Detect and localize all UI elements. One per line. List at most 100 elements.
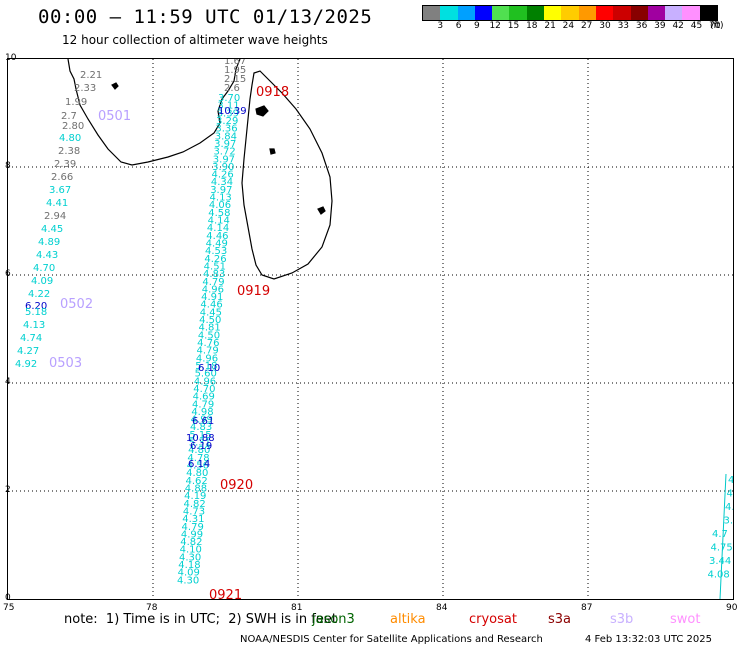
x-tick-75: 75 xyxy=(3,603,15,613)
track-center-label: 3.36 xyxy=(215,124,237,135)
track-center-label: 4.53 xyxy=(205,246,227,257)
y-tick-4: 4 xyxy=(5,377,11,387)
track-center-label: 4.79 xyxy=(192,399,214,410)
track-center-label: 4.50 xyxy=(199,315,221,326)
track-center-label: 4.50 xyxy=(198,330,220,341)
track-center-label: 4.30 xyxy=(179,552,201,563)
track-center-label: 3.97 xyxy=(214,139,236,150)
scale-label: 9 xyxy=(474,21,480,31)
x-tick-87: 87 xyxy=(581,603,593,613)
track-center-label: 4.19 xyxy=(184,491,206,502)
track-center-label: 3.39 xyxy=(217,108,239,119)
scale-swatch xyxy=(457,6,475,20)
track-center-label: 4.96 xyxy=(202,284,224,295)
track-center-label: 10.88 xyxy=(186,433,215,444)
track-west-label: 2.66 xyxy=(51,172,73,183)
scale-label: 24 xyxy=(562,21,575,31)
track-center-label: 4.80 xyxy=(186,468,208,479)
scale-label: 18 xyxy=(526,21,538,31)
scale-swatch xyxy=(423,6,441,20)
track-center-label: 3.29 xyxy=(216,116,238,127)
track-center-label: 4.91 xyxy=(201,292,223,303)
island-small-4 xyxy=(255,105,269,117)
track-center-label: 4.79 xyxy=(182,522,204,533)
track-east-label: 4.3 xyxy=(728,475,733,486)
track-center-label: 4.81 xyxy=(198,323,220,334)
x-tick-84: 84 xyxy=(436,603,448,613)
scale-label: 6 xyxy=(455,21,462,31)
track-west-label: 4.09 xyxy=(31,276,53,287)
scale-swatch xyxy=(561,6,579,20)
island-small-3 xyxy=(317,206,326,215)
track-center-label: 4.34 xyxy=(211,177,233,188)
track-west-label: 4.13 xyxy=(23,320,45,331)
track-center-label: 5.15 xyxy=(189,430,211,441)
track-east-label: 4.75 xyxy=(711,543,733,554)
track-center-label: 4.99 xyxy=(191,415,213,426)
track-west-label: 2.39 xyxy=(54,159,76,170)
track-center-label: 4.58 xyxy=(208,208,230,219)
track-center-label: 1.67 xyxy=(224,59,246,67)
track-center-label: 5.60 xyxy=(195,369,217,380)
track-east-label: 4.4 xyxy=(727,489,734,500)
sat-s3b: s3b xyxy=(610,612,634,627)
footer-credit: NOAA/NESDIS Center for Satellite Applica… xyxy=(240,634,543,645)
track-west-label: 2.80 xyxy=(62,121,84,132)
scale-label: 36 xyxy=(635,21,648,31)
scale-swatch xyxy=(682,6,700,20)
footer-note: note: 1) Time is in UTC; 2) SWH is in fe… xyxy=(64,612,337,627)
track-center-label: 5.18 xyxy=(195,361,217,372)
track-west-label: 4.27 xyxy=(17,346,39,357)
x-tick-81: 81 xyxy=(291,603,303,613)
track-center-label: 4.88 xyxy=(185,483,207,494)
track-center-label: 4.96 xyxy=(194,376,216,387)
india-coastline xyxy=(67,59,241,166)
track-center-label: 4.26 xyxy=(204,254,226,265)
track-west-label: 4.22 xyxy=(28,289,50,300)
track-center-label: 3.97 xyxy=(210,185,232,196)
track-center-label: 10.39 xyxy=(218,106,247,117)
pass-label-0503: 0503 xyxy=(49,356,82,371)
scale-swatch xyxy=(440,6,458,20)
pass-label-0918: 0918 xyxy=(256,85,289,100)
color-scale-bar xyxy=(422,5,719,21)
track-west-label: 2.7 xyxy=(61,111,77,122)
track-center-label: 4.98 xyxy=(191,407,213,418)
track-center-label: 2.15 xyxy=(224,74,246,85)
track-east-label: 4.08 xyxy=(708,570,730,581)
track-center-label: 4.82 xyxy=(180,537,202,548)
track-center-label: 4.13 xyxy=(210,193,232,204)
y-tick-8: 8 xyxy=(5,161,11,171)
track-center-label: 4.73 xyxy=(183,506,205,517)
wave-height-labels: 2.212.331.992.72.804.802.382.392.663.674… xyxy=(15,59,733,599)
chart-subtitle: 12 hour collection of altimeter wave hei… xyxy=(62,33,328,47)
track-center-label: 3.72 xyxy=(213,147,235,158)
track-center-label: 5.31 xyxy=(189,438,211,449)
track-west-label: 4.43 xyxy=(36,250,58,261)
track-center-label: 4.18 xyxy=(178,560,200,571)
track-center-label: 4.99 xyxy=(181,529,203,540)
track-east-label: 3.44 xyxy=(709,556,731,567)
pass-label-0921: 0921 xyxy=(209,588,242,599)
track-east-label: 4.7 xyxy=(712,529,728,540)
scale-swatch xyxy=(595,6,614,20)
track-west-label: 2.38 xyxy=(58,146,80,157)
track-center-label: 6.19 xyxy=(190,441,212,452)
track-center-label: 4.10 xyxy=(180,545,202,556)
track-west-label: 4.70 xyxy=(33,263,55,274)
scale-swatch xyxy=(665,6,683,20)
track-center-label: 4.49 xyxy=(206,238,228,249)
pass-label-0501: 0501 xyxy=(98,109,131,124)
color-scale-unit: (ft) xyxy=(710,21,724,31)
sri-lanka-coastline xyxy=(241,70,333,280)
track-west-label: 4.41 xyxy=(46,198,68,209)
chart-title: 00:00 – 11:59 UTC 01/13/2025 xyxy=(38,6,373,28)
sat-jason3: jason3 xyxy=(312,612,355,627)
scale-swatch xyxy=(492,6,510,20)
pass-label-0502: 0502 xyxy=(60,297,93,312)
track-center-label: 4.56 xyxy=(187,461,209,472)
track-west-label: 6.20 xyxy=(25,301,47,312)
track-west-label: 2.33 xyxy=(74,83,96,94)
track-center-label: 4.69 xyxy=(193,392,215,403)
map-plot-area: 2.21 2.33 1.99 2.7 2.80 4.80 2.38 2.39 2.66 3.67 4… xyxy=(7,58,734,600)
